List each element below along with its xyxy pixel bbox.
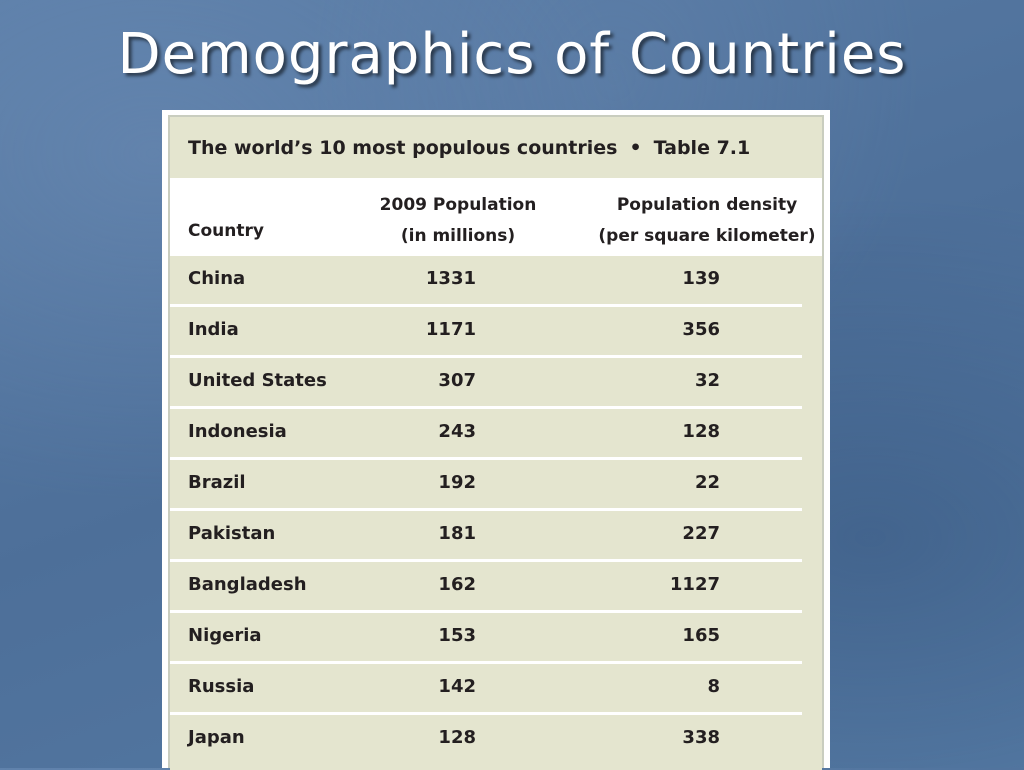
cell-density: 8 xyxy=(707,676,720,697)
table-caption: The world’s 10 most populous countries •… xyxy=(170,117,822,180)
table-row: Pakistan 181 227 xyxy=(170,511,802,562)
table-header-row: Country 2009 Population (in millions) Po… xyxy=(170,180,822,256)
cell-country: India xyxy=(188,319,239,340)
table-row: Indonesia 243 128 xyxy=(170,409,802,460)
cell-density: 356 xyxy=(682,319,720,340)
cell-population: 181 xyxy=(438,523,476,544)
caption-separator: • xyxy=(629,136,642,159)
cell-country: Brazil xyxy=(188,472,246,493)
table-caption-text: The world’s 10 most populous countries xyxy=(188,136,618,159)
cell-country: Indonesia xyxy=(188,421,287,442)
table-row: Japan 128 338 xyxy=(170,715,802,766)
cell-population: 192 xyxy=(438,472,476,493)
table-row: United States 307 32 xyxy=(170,358,802,409)
table-row: Nigeria 153 165 xyxy=(170,613,802,664)
cell-density: 165 xyxy=(682,625,720,646)
cell-density: 32 xyxy=(694,370,720,391)
cell-country: Bangladesh xyxy=(188,574,307,595)
header-country: Country xyxy=(188,221,264,241)
table-number: Table 7.1 xyxy=(653,136,751,159)
header-density: Population density (per square kilometer… xyxy=(588,190,826,252)
cell-population: 307 xyxy=(438,370,476,391)
cell-population: 128 xyxy=(438,727,476,748)
cell-density: 227 xyxy=(682,523,720,544)
cell-population: 1331 xyxy=(425,268,476,289)
cell-density: 128 xyxy=(682,421,720,442)
table-row: Brazil 192 22 xyxy=(170,460,802,511)
cell-country: United States xyxy=(188,370,327,391)
table-figure: The world’s 10 most populous countries •… xyxy=(162,110,830,770)
cell-population: 162 xyxy=(438,574,476,595)
cell-country: Pakistan xyxy=(188,523,276,544)
slide-title: Demographics of Countries xyxy=(117,22,907,87)
header-population-line2: (in millions) xyxy=(400,226,516,246)
header-population: 2009 Population (in millions) xyxy=(358,190,558,252)
table-row: Bangladesh 162 1127 xyxy=(170,562,802,613)
cell-density: 139 xyxy=(682,268,720,289)
table-row: Russia 142 8 xyxy=(170,664,802,715)
table-body: China 1331 139 India 1171 356 United Sta… xyxy=(170,256,822,770)
cell-country: China xyxy=(188,268,246,289)
cell-country: Japan xyxy=(188,727,245,748)
cell-population: 243 xyxy=(438,421,476,442)
population-table: The world’s 10 most populous countries •… xyxy=(168,115,824,770)
cell-density: 1127 xyxy=(669,574,720,595)
cell-country: Russia xyxy=(188,676,255,697)
cell-density: 338 xyxy=(682,727,720,748)
table-row: China 1331 139 xyxy=(170,256,802,307)
cell-population: 153 xyxy=(438,625,476,646)
table-row: India 1171 356 xyxy=(170,307,802,358)
cell-country: Nigeria xyxy=(188,625,262,646)
header-population-line1: 2009 Population xyxy=(379,195,537,215)
cell-density: 22 xyxy=(694,472,720,493)
header-density-line1: Population density xyxy=(616,195,798,215)
header-density-line2: (per square kilometer) xyxy=(598,226,816,246)
cell-population: 1171 xyxy=(425,319,476,340)
cell-population: 142 xyxy=(438,676,476,697)
